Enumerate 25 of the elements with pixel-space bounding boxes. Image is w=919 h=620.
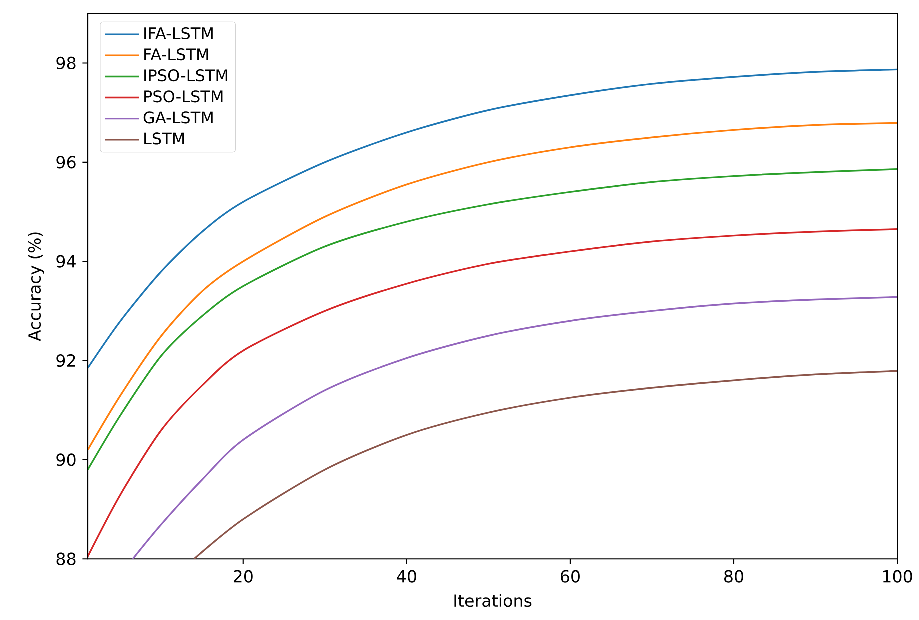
line-series xyxy=(88,228,898,558)
y-axis-title: Accuracy (%) xyxy=(28,232,44,342)
y-tick-label: 94 xyxy=(56,255,76,268)
x-tick-label: 20 xyxy=(234,570,253,583)
line-series xyxy=(193,370,898,560)
line-series xyxy=(88,122,898,451)
line-series xyxy=(132,296,898,560)
y-tick-label: 96 xyxy=(56,156,76,169)
line-series xyxy=(88,168,898,471)
legend-label: IPSO-LSTM xyxy=(144,69,228,82)
x-tick-label: 100 xyxy=(883,570,912,583)
legend-label: FA-LSTM xyxy=(144,48,208,61)
x-tick-label: 40 xyxy=(397,570,416,583)
legend-label: LSTM xyxy=(144,132,184,145)
x-axis-title: Iterations xyxy=(454,594,532,608)
legend-label: GA-LSTM xyxy=(144,112,213,124)
y-tick-label: 88 xyxy=(56,552,76,566)
y-tick-label: 92 xyxy=(56,354,76,367)
line-series xyxy=(88,68,898,370)
y-tick-label: 98 xyxy=(56,56,76,70)
y-tick-label: 90 xyxy=(56,454,76,466)
x-tick-label: 80 xyxy=(724,570,744,583)
legend-label: PSO-LSTM xyxy=(144,90,223,103)
x-tick-label: 60 xyxy=(561,570,580,583)
legend-label: IFA-LSTM xyxy=(144,27,213,40)
